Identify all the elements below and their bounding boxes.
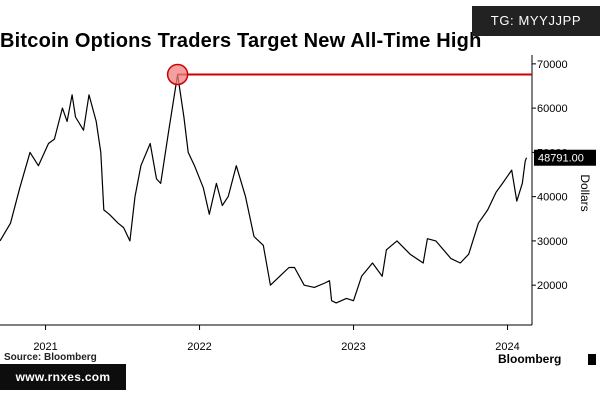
x-tick-label: 2022 (187, 341, 211, 353)
y-tick-label: 30000 (537, 236, 568, 248)
axis-frame (0, 55, 533, 326)
y-axis: 200003000040000500006000070000 (532, 59, 568, 292)
source-note: Source: Bloomberg (4, 352, 97, 363)
y-tick-label: 70000 (537, 59, 568, 71)
plot-area: 48791.00 (0, 63, 596, 304)
y-tick-label: 60000 (537, 103, 568, 115)
watermark-banner: www.rnxes.com (0, 364, 126, 390)
y-axis-label: Dollars (578, 174, 592, 212)
x-tick-label: 2024 (495, 341, 519, 353)
x-tick-label: 2023 (341, 341, 365, 353)
y-tick-label: 40000 (537, 192, 568, 204)
bitcoin-price-line (0, 73, 528, 304)
chart-title: Bitcoin Options Traders Target New All-T… (0, 30, 482, 52)
y-tick-label: 20000 (537, 280, 568, 292)
last-value-box (534, 149, 596, 166)
bloomberg-mark-icon (588, 354, 596, 365)
channel-tag: TG: MYYJJPP (472, 6, 600, 36)
all-time-high-marker (166, 63, 189, 86)
x-axis: 2021 2022 2023 2024 (33, 325, 520, 353)
last-value-label: 48791.00 (538, 153, 584, 165)
bloomberg-logo: Bloomberg (498, 352, 562, 366)
x-tick-label: 2021 (33, 341, 57, 353)
